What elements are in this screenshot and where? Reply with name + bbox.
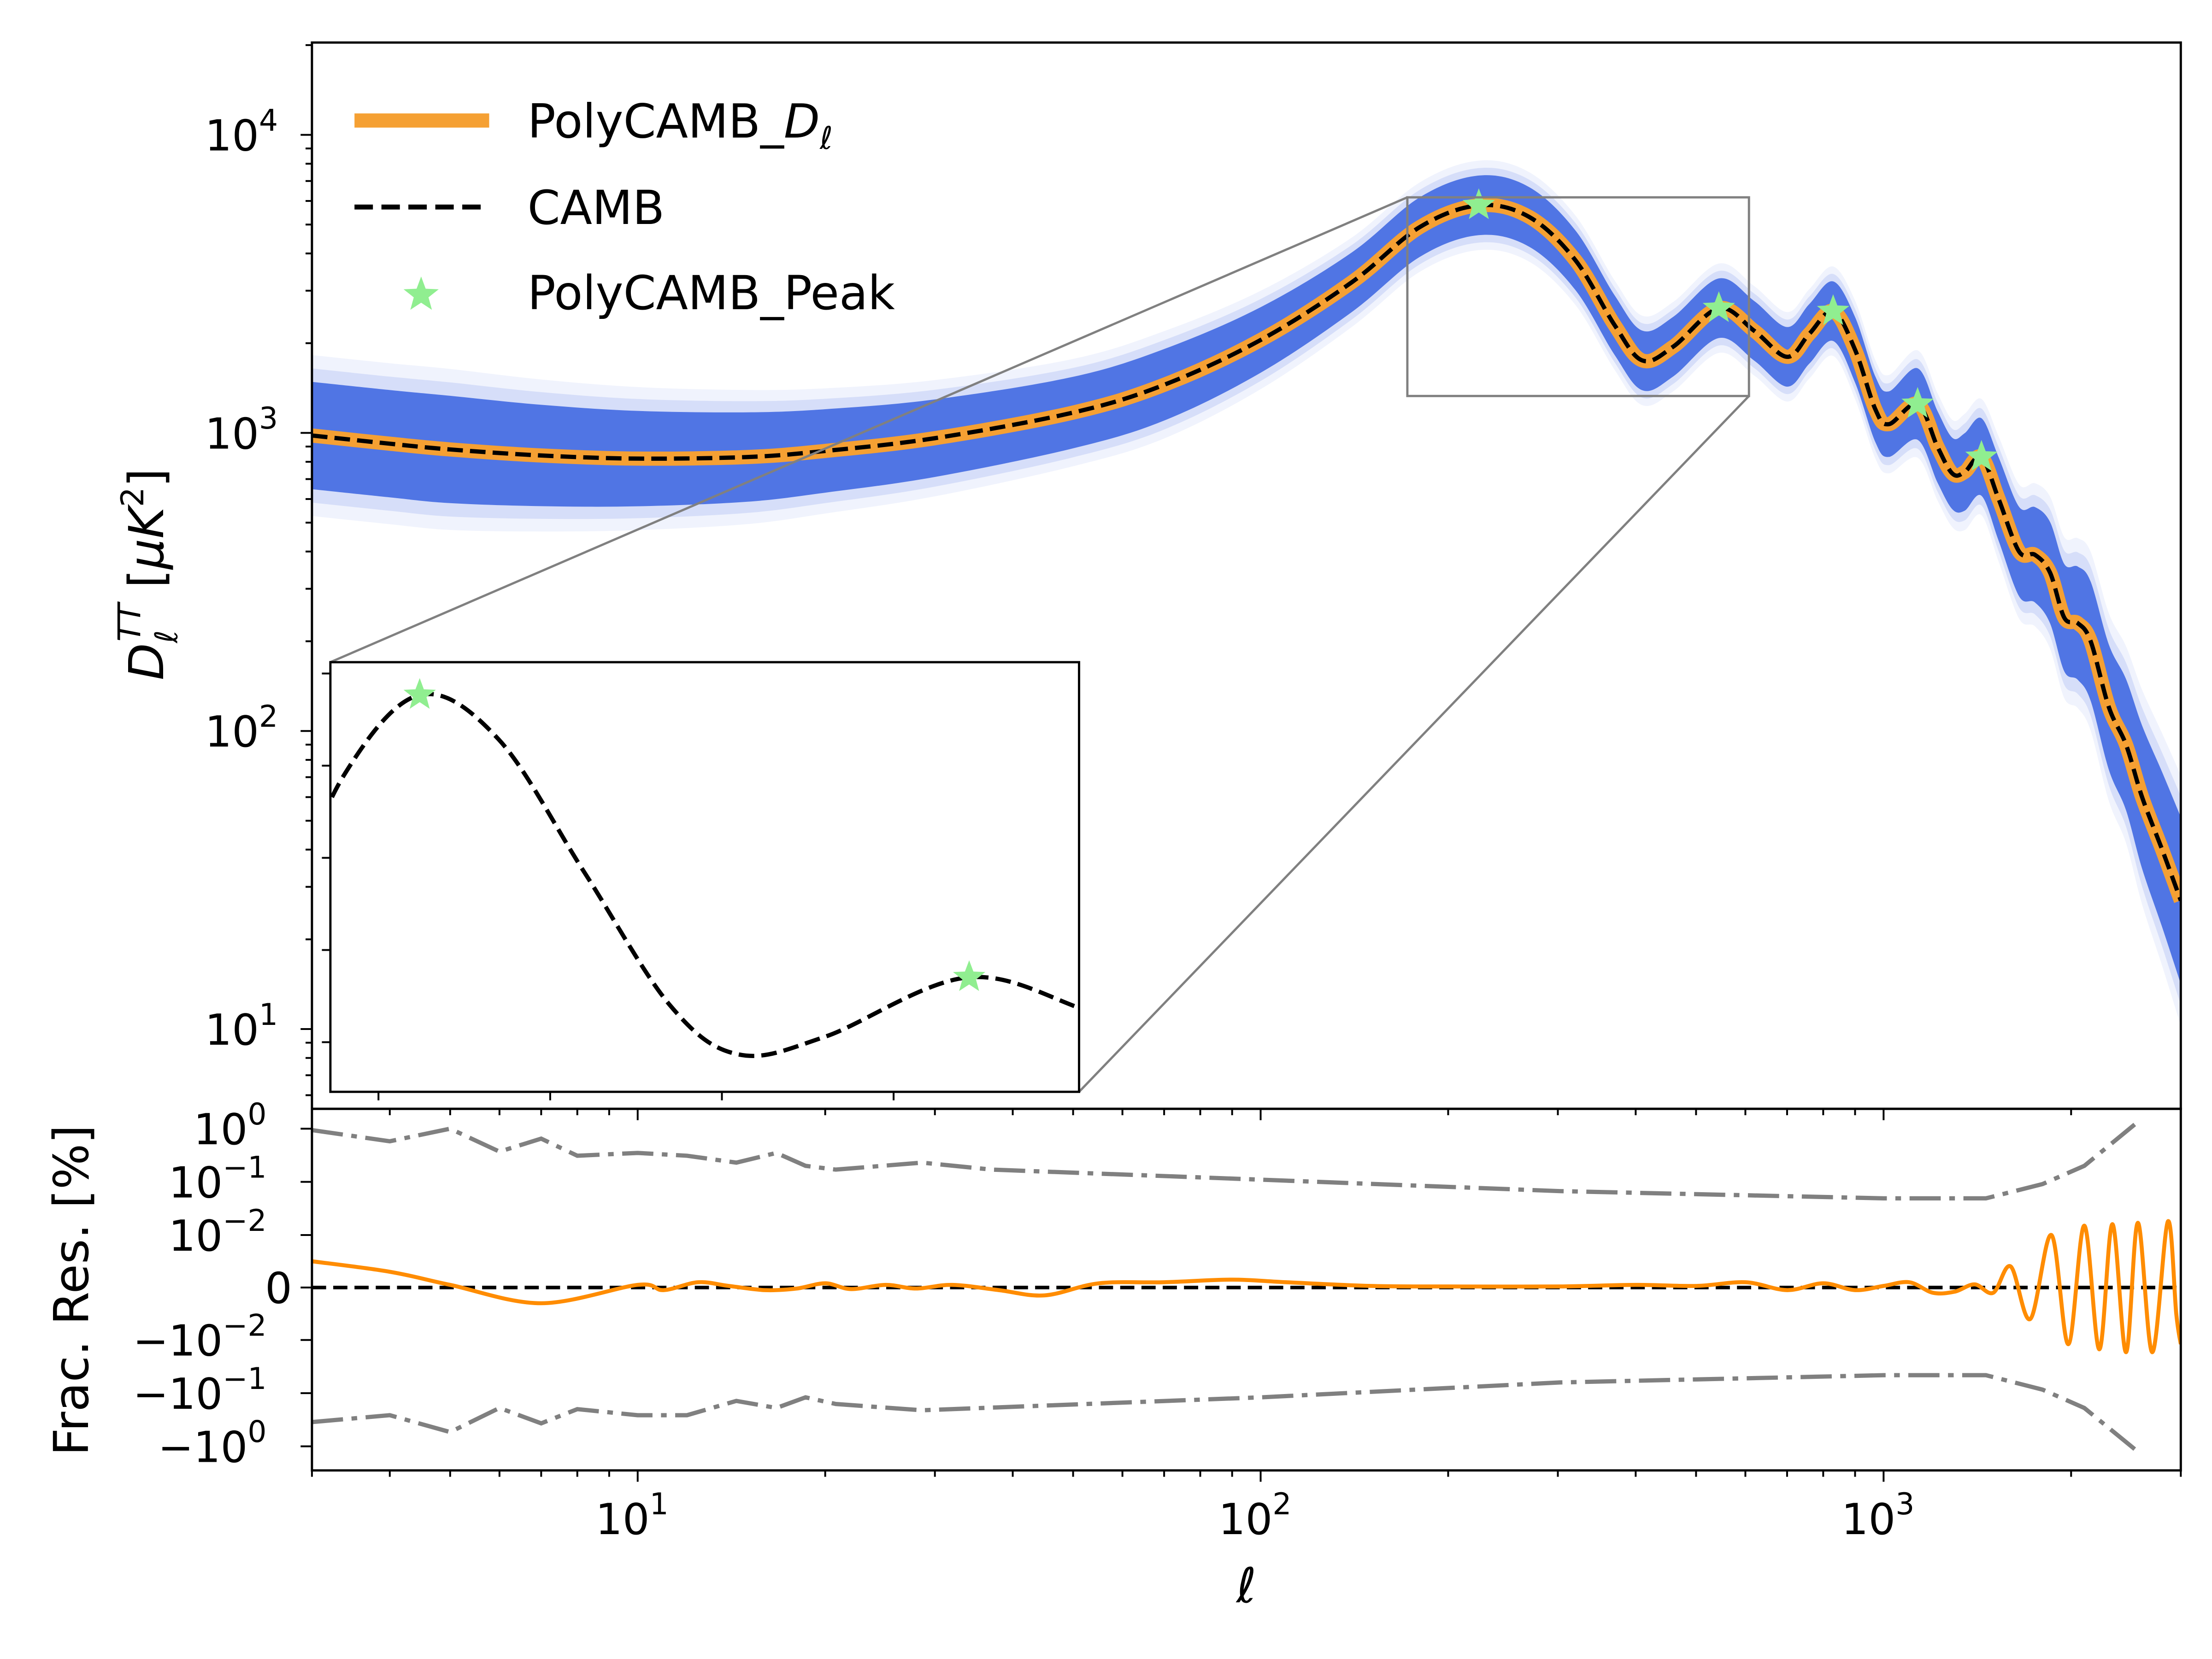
posterior-band-2 bbox=[312, 175, 2181, 984]
inset-peak-star-1 bbox=[953, 960, 986, 991]
residual-y-tick-label: −10−2 bbox=[133, 1308, 266, 1365]
residual-axes-frame bbox=[311, 1107, 2182, 1472]
residual-y-tick-label: −10−1 bbox=[133, 1362, 266, 1419]
peak-star-0 bbox=[1462, 188, 1495, 219]
lower-bound-line bbox=[312, 1373, 2136, 1451]
peak-star-3 bbox=[1901, 387, 1934, 418]
residual-y-tick-label: 10−2 bbox=[169, 1204, 267, 1261]
inset-frame bbox=[329, 661, 1080, 1093]
inset-plot-area bbox=[330, 678, 1079, 1058]
y-axis-label-residual: Frac. Res. [%] bbox=[43, 1125, 100, 1456]
residual-line bbox=[312, 1219, 2181, 1354]
legend-label-peak: PolyCAMB_Peak bbox=[528, 266, 895, 320]
peak-star-1 bbox=[1702, 291, 1735, 322]
y-axis-label-main: DℓTT [μK2] bbox=[112, 468, 185, 680]
legend-star-icon bbox=[403, 276, 439, 310]
upper-bound-line bbox=[312, 1123, 2136, 1200]
peak-star-2 bbox=[1817, 294, 1849, 325]
y-tick-label: 101 bbox=[205, 998, 278, 1055]
x-axis-label: ℓ bbox=[1235, 1558, 1256, 1614]
x-tick-label: 103 bbox=[1841, 1487, 1915, 1544]
y-tick-label: 102 bbox=[205, 700, 278, 757]
zoom-connector-line bbox=[329, 196, 1408, 664]
legend-label-camb: CAMB bbox=[528, 181, 665, 235]
main-plot-area bbox=[312, 160, 2181, 1026]
zoom-region-box bbox=[1406, 196, 1750, 397]
legend: PolyCAMB_Dℓ CAMB PolyCAMB_Peak bbox=[354, 94, 895, 320]
inset-axes bbox=[322, 196, 1750, 1100]
zoom-connector-line bbox=[1078, 395, 1750, 1093]
residual-plot-area bbox=[312, 1123, 2181, 1451]
y-tick-label: 103 bbox=[205, 401, 278, 459]
legend-label-polycamb: PolyCAMB_Dℓ bbox=[528, 94, 833, 156]
residual-y-tick-label: 10−1 bbox=[169, 1150, 267, 1207]
residual-y-tick-label: −100 bbox=[158, 1415, 267, 1472]
axes: 101 102 10310410310210110010−110−20−10−2−1… bbox=[133, 41, 2182, 1544]
residual-y-tick-label: 0 bbox=[265, 1264, 292, 1313]
peak-star-4 bbox=[1965, 440, 1998, 471]
y-tick-label: 104 bbox=[205, 103, 278, 160]
camb-line bbox=[312, 203, 2181, 901]
x-tick-label: 101 bbox=[595, 1487, 669, 1544]
x-tick-label: 102 bbox=[1218, 1487, 1292, 1544]
inset-peak-star-0 bbox=[403, 678, 436, 709]
residual-y-tick-label: 100 bbox=[194, 1097, 267, 1154]
